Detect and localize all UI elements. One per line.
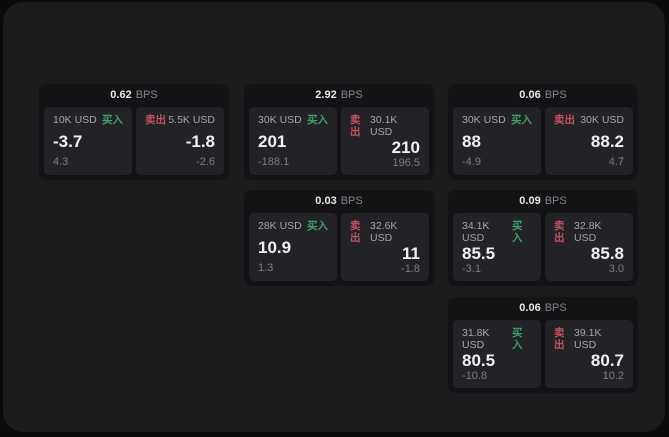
bps-unit: BPS <box>135 89 158 101</box>
sell-size-label: 32.8K USD <box>573 220 602 244</box>
card-bps-header: 0.06 BPS <box>453 84 633 107</box>
bps-value: 0.03 <box>315 195 337 207</box>
sell-quote-tile[interactable]: 卖出 5.5K USD -1.8 -2.6 <box>136 107 224 175</box>
buy-price: 88 <box>462 131 481 151</box>
sell-delta: -2.6 <box>196 156 215 168</box>
bps-unit: BPS <box>340 89 363 101</box>
buy-price: 10.9 <box>258 237 292 257</box>
buy-size-label: 28K USD <box>258 220 302 232</box>
card-bps-header: 0.62 BPS <box>44 84 224 107</box>
buy-quote-tile[interactable]: 30K USD 买入 201 -188.1 <box>249 107 337 175</box>
quote-card: 0.03 BPS 28K USD 买入 10.9 1.3 卖出 32.6K US… <box>244 190 434 286</box>
sell-tag: 卖出 <box>554 327 565 351</box>
sell-tag: 卖出 <box>145 114 166 126</box>
sell-price: 210 <box>391 138 420 157</box>
bps-value: 0.09 <box>519 195 541 207</box>
buy-price: 85.5 <box>462 244 496 263</box>
buy-tag: 买入 <box>511 114 532 126</box>
buy-delta: -3.1 <box>462 263 481 275</box>
card-bps-header: 0.06 BPS <box>453 297 633 320</box>
buy-size-label: 31.8K USD <box>462 327 490 351</box>
bps-unit: BPS <box>544 195 567 207</box>
buy-size-label: 10K USD <box>53 114 97 126</box>
sell-tag: 卖出 <box>554 220 565 244</box>
sell-quote-tile[interactable]: 卖出 32.6K USD 11 -1.8 <box>341 213 429 281</box>
buy-tag: 买入 <box>512 327 523 351</box>
card-bps-header: 0.03 BPS <box>249 190 429 213</box>
sell-delta: 10.2 <box>602 370 624 382</box>
buy-price: 201 <box>258 131 287 151</box>
quote-card: 0.62 BPS 10K USD 买入 -3.7 4.3 卖出 5.5K USD… <box>39 84 229 180</box>
buy-quote-tile[interactable]: 31.8K USD 买入 80.5 -10.8 <box>453 320 541 388</box>
sell-delta: 196.5 <box>392 157 420 169</box>
sell-price: 88.2 <box>590 131 624 151</box>
buy-quote-tile[interactable]: 28K USD 买入 10.9 1.3 <box>249 213 337 281</box>
buy-quote-tile[interactable]: 34.1K USD 买入 85.5 -3.1 <box>453 213 541 281</box>
quote-card: 0.06 BPS 30K USD 买入 88 -4.9 卖出 30K USD 8… <box>448 84 638 180</box>
quote-card: 0.09 BPS 34.1K USD 买入 85.5 -3.1 卖出 32.8K… <box>448 190 638 286</box>
sell-size-label: 30K USD <box>580 114 624 126</box>
buy-delta: -188.1 <box>258 156 290 168</box>
sell-size-label: 39.1K USD <box>573 327 602 351</box>
bps-unit: BPS <box>544 89 567 101</box>
card-bps-header: 2.92 BPS <box>249 84 429 107</box>
buy-quote-tile[interactable]: 10K USD 买入 -3.7 4.3 <box>44 107 132 175</box>
sell-quote-tile[interactable]: 卖出 39.1K USD 80.7 10.2 <box>545 320 633 388</box>
buy-tag: 买入 <box>307 220 328 232</box>
buy-size-label: 30K USD <box>258 114 302 126</box>
sell-size-label: 32.6K USD <box>369 220 398 244</box>
sell-quote-tile[interactable]: 卖出 30K USD 88.2 4.7 <box>545 107 633 175</box>
sell-size-label: 5.5K USD <box>168 114 215 126</box>
quote-card: 0.06 BPS 31.8K USD 买入 80.5 -10.8 卖出 39.1… <box>448 297 638 393</box>
buy-tag: 买入 <box>102 114 123 126</box>
quote-card: 2.92 BPS 30K USD 买入 201 -188.1 卖出 30.1K … <box>244 84 434 180</box>
sell-price: 80.7 <box>590 351 624 370</box>
buy-size-label: 34.1K USD <box>462 220 490 244</box>
main-panel: 0.62 BPS 10K USD 买入 -3.7 4.3 卖出 5.5K USD… <box>3 2 665 432</box>
buy-tag: 买入 <box>512 220 523 244</box>
sell-tag: 卖出 <box>554 114 575 126</box>
sell-price: 11 <box>402 244 420 263</box>
sell-price: 85.8 <box>590 244 624 263</box>
buy-size-label: 30K USD <box>462 114 506 126</box>
sell-quote-tile[interactable]: 卖出 32.8K USD 85.8 3.0 <box>545 213 633 281</box>
bps-value: 0.06 <box>519 302 541 314</box>
bps-value: 0.06 <box>519 89 541 101</box>
sell-delta: 4.7 <box>608 156 624 168</box>
buy-quote-tile[interactable]: 30K USD 买入 88 -4.9 <box>453 107 541 175</box>
buy-delta: 1.3 <box>258 262 274 274</box>
bps-unit: BPS <box>340 195 363 207</box>
sell-price: -1.8 <box>185 131 215 151</box>
buy-tag: 买入 <box>307 114 328 126</box>
buy-delta: -10.8 <box>462 370 488 382</box>
sell-tag: 卖出 <box>350 114 361 138</box>
buy-delta: 4.3 <box>53 156 69 168</box>
buy-delta: -4.9 <box>462 156 481 168</box>
sell-size-label: 30.1K USD <box>369 114 398 138</box>
bps-value: 2.92 <box>315 89 337 101</box>
buy-price: -3.7 <box>53 131 83 151</box>
card-bps-header: 0.09 BPS <box>453 190 633 213</box>
sell-quote-tile[interactable]: 卖出 30.1K USD 210 196.5 <box>341 107 429 175</box>
bps-unit: BPS <box>544 302 567 314</box>
bps-value: 0.62 <box>110 89 132 101</box>
sell-delta: -1.8 <box>401 263 420 275</box>
sell-tag: 卖出 <box>350 220 361 244</box>
buy-price: 80.5 <box>462 351 496 370</box>
sell-delta: 3.0 <box>608 263 624 275</box>
